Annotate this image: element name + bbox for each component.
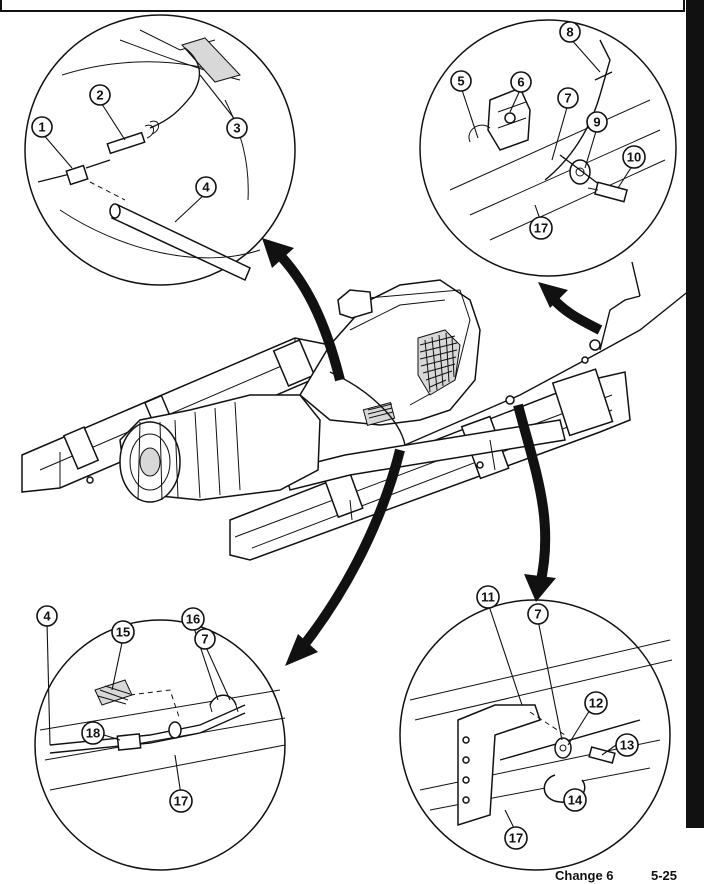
callout-3: 3	[226, 117, 248, 139]
svg-text:11: 11	[481, 590, 495, 605]
callout-17-lower-right: 17	[504, 826, 528, 850]
callout-1: 1	[31, 116, 53, 138]
callout-5: 5	[450, 70, 472, 92]
callout-4-lower: 4	[36, 605, 58, 627]
svg-text:5: 5	[457, 74, 464, 89]
detail-view-c	[34, 619, 286, 871]
svg-text:1: 1	[38, 120, 45, 135]
callout-4-upper: 4	[195, 176, 217, 198]
svg-text:17: 17	[174, 794, 188, 809]
callout-7-lower-right: 7	[527, 603, 549, 625]
vent-grille	[417, 329, 461, 396]
callout-12: 12	[584, 691, 608, 715]
callout-7-upper: 7	[557, 87, 579, 109]
callout-11: 11	[476, 585, 500, 609]
svg-text:12: 12	[589, 696, 603, 711]
svg-text:18: 18	[86, 726, 100, 741]
change-number: Change 6	[555, 868, 614, 883]
callout-17-upper: 17	[529, 216, 553, 240]
callout-10: 10	[622, 145, 646, 169]
callout-2: 2	[89, 84, 111, 106]
callout-17-lower-left: 17	[169, 789, 193, 813]
detail-view-d	[399, 599, 673, 871]
detail-view-b	[419, 19, 677, 277]
svg-text:10: 10	[627, 150, 641, 165]
page-number: 5-25	[651, 868, 678, 883]
detail-view-a	[24, 14, 296, 286]
callout-13: 13	[615, 733, 639, 757]
header-frame-rule	[0, 0, 685, 12]
svg-text:3: 3	[233, 121, 240, 136]
svg-text:14: 14	[568, 793, 583, 808]
callout-7-lower-left: 7	[194, 628, 216, 650]
svg-text:7: 7	[564, 91, 571, 106]
svg-text:8: 8	[566, 25, 573, 40]
callout-18: 18	[81, 721, 105, 745]
view-arrows	[262, 238, 603, 666]
svg-text:17: 17	[534, 221, 548, 236]
svg-text:15: 15	[116, 625, 130, 640]
svg-text:17: 17	[509, 831, 523, 846]
svg-text:7: 7	[201, 632, 208, 647]
svg-text:16: 16	[186, 612, 200, 627]
callout-14: 14	[563, 788, 587, 812]
callout-15: 15	[111, 620, 135, 644]
svg-text:7: 7	[534, 607, 541, 622]
callout-9: 9	[586, 111, 608, 133]
callout-16: 16	[181, 607, 205, 631]
svg-text:4: 4	[43, 609, 51, 624]
chassis-assembly	[21, 261, 691, 561]
callout-6: 6	[510, 71, 532, 93]
svg-text:6: 6	[517, 75, 524, 90]
callout-8: 8	[559, 21, 581, 43]
svg-text:13: 13	[620, 738, 634, 753]
svg-text:2: 2	[96, 88, 103, 103]
page-edge-tab	[686, 0, 704, 828]
svg-text:9: 9	[593, 115, 600, 130]
svg-text:4: 4	[202, 180, 210, 195]
